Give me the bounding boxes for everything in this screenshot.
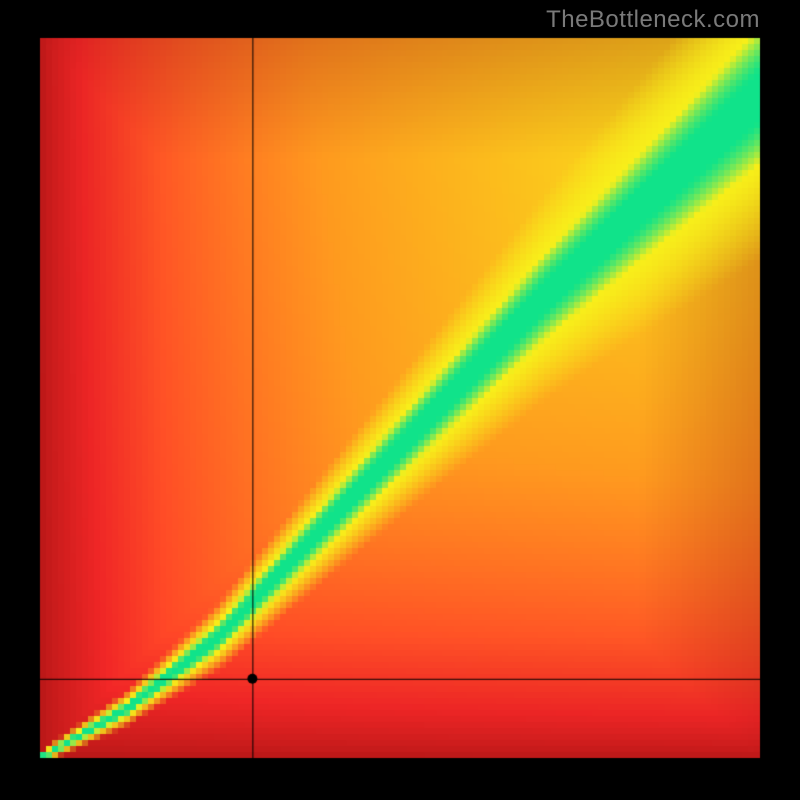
watermark-text: TheBottleneck.com	[546, 6, 760, 34]
chart-container: TheBottleneck.com	[0, 0, 800, 800]
bottleneck-heatmap-canvas	[0, 0, 800, 800]
